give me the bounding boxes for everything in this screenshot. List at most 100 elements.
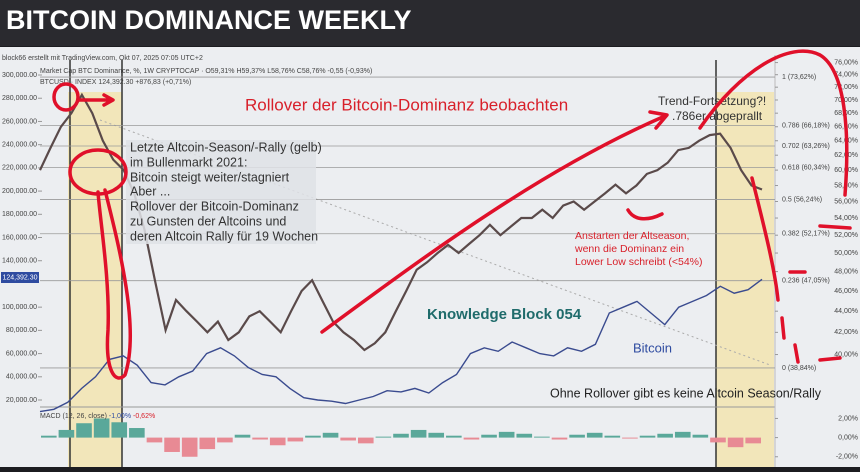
y2-tick-label: 70,00%	[834, 97, 858, 104]
macd-bar	[481, 434, 497, 438]
page-title: BITCOIN DOMINANCE WEEKLY	[6, 5, 412, 35]
annotation: Aber ...	[130, 184, 170, 198]
macd-bar	[674, 431, 691, 438]
macd-bar	[375, 436, 392, 438]
y2-tick-label: 54,00%	[834, 215, 858, 222]
underline	[626, 208, 664, 221]
annotation: Rollover der Bitcoin-Dominanz	[130, 199, 299, 213]
macd-bar	[410, 429, 427, 438]
annotation: Letzte Altcoin-Season/-Rally (gelb)	[130, 140, 322, 154]
y-tick-label: 200,000.00	[2, 188, 37, 195]
macd-bar	[516, 433, 533, 438]
y2-tick-label: 40,00%	[834, 351, 858, 358]
annotation: Knowledge Block 054	[427, 306, 582, 323]
fib-label: 0.702 (63,26%)	[782, 143, 830, 150]
y-tick-label: 140,000.00	[2, 258, 37, 265]
macd-tick-label: -2,00%	[836, 454, 858, 461]
arrow	[698, 49, 849, 197]
macd-bar	[322, 432, 339, 438]
macd-bar	[446, 435, 462, 438]
macd-bar	[586, 432, 603, 438]
annotation: Lower Low schreibt (<54%)	[575, 256, 703, 268]
annotation: Rollover der Bitcoin-Dominanz beobachten	[245, 95, 568, 114]
circle	[52, 82, 80, 112]
legend-series: Market Cap BTC Dominance, %, 1W	[40, 68, 154, 75]
macd-bar	[199, 437, 216, 450]
macd-bar	[305, 435, 321, 438]
macd-bar	[657, 433, 673, 438]
macd-bar	[727, 437, 744, 448]
y2-tick-label: 46,00%	[834, 288, 858, 295]
macd-bar	[692, 434, 709, 438]
trend-line	[99, 119, 771, 366]
annotation: .786er abgeprallt	[672, 109, 763, 123]
y-tick-label: 260,000.00	[2, 118, 37, 125]
annotation: Bitcoin steigt weiter/stagniert	[130, 170, 290, 184]
fib-label: 0.382 (52,17%)	[782, 231, 830, 238]
macd-bar	[745, 437, 761, 444]
annotation: im Bullenmarkt 2021:	[130, 155, 247, 169]
macd-readout: -0,62%	[133, 413, 155, 420]
y-tick-label: 100,000.00	[2, 304, 37, 311]
y-tick-label: 80,000.00	[6, 327, 37, 334]
macd-bar	[234, 434, 251, 438]
macd-bar	[93, 418, 110, 438]
macd-bar	[111, 422, 128, 438]
annotation: Anstarten der Altseason,	[575, 230, 689, 242]
macd-bar	[269, 437, 286, 446]
y-tick-label: 160,000.00	[2, 234, 37, 241]
fib-label: 0.618 (60,34%)	[782, 164, 830, 171]
y2-tick-label: 72,00%	[834, 84, 858, 91]
fib-label: 0.5 (56,24%)	[782, 196, 822, 203]
macd-tick-label: 2,00%	[838, 415, 858, 422]
y-tick-label: 300,000.00	[2, 72, 37, 79]
annotation: zu Gunsten der Altcoins und	[130, 214, 286, 228]
macd-bar	[357, 437, 374, 444]
y-tick-label: 220,000.00	[2, 165, 37, 172]
annotation: deren Altcoin Rally für 19 Wochen	[130, 229, 318, 243]
y-tick-label: 60,000.00	[6, 350, 37, 357]
macd-bar	[710, 437, 726, 443]
macd-bar	[534, 436, 550, 438]
macd-bar	[181, 437, 198, 457]
macd-bar	[428, 432, 445, 438]
macd-title: MACD (12, 26, close)	[40, 413, 107, 420]
note-bg	[126, 140, 316, 244]
header-bg	[0, 0, 860, 46]
dashes	[750, 176, 852, 364]
price-tag-bg	[1, 272, 39, 283]
macd-bar	[76, 423, 92, 438]
legend-ohlc: CRYPTOCAP · O59,31% H59,37% L58,76% C58,…	[156, 68, 372, 75]
macd-bar	[58, 429, 75, 438]
series-line	[39, 278, 763, 413]
macd-readout: -1,00%	[109, 413, 131, 420]
macd-bar	[498, 431, 515, 438]
macd-bar	[463, 437, 480, 440]
series-label: Bitcoin	[633, 340, 672, 355]
macd-bar	[129, 428, 145, 438]
arrow	[320, 110, 669, 334]
macd-label: MACD (12, 26, close) -1,00% -0,62%	[40, 413, 155, 420]
annotation: Trend-Fortsetzung?!	[658, 94, 766, 108]
macd-bar	[252, 437, 268, 440]
y2-tick-label: 50,00%	[834, 250, 858, 257]
y2-tick-label: 52,00%	[834, 232, 858, 239]
hand-drawing	[52, 49, 852, 380]
y2-tick-label: 74,00%	[834, 72, 858, 79]
annotation: Ohne Rollover gibt es keine Altcoin Seas…	[550, 386, 822, 400]
y2-tick-label: 76,00%	[834, 59, 858, 66]
fib-label: 1 (73,62%)	[782, 74, 816, 81]
ticker-line: BTCUSD · INDEX 124,392.30 +876,83 (+0,71…	[40, 79, 191, 86]
y2-tick-label: 56,00%	[834, 198, 858, 205]
macd-bar	[551, 437, 568, 440]
annotation: wenn die Dominanz ein	[574, 243, 684, 255]
macd-bar	[340, 437, 356, 441]
credit: block66 erstellt mit TradingView.com, Ok…	[2, 55, 203, 62]
macd-bar	[287, 437, 304, 442]
fib-label: 0 (38,84%)	[782, 365, 816, 372]
y2-tick-label: 44,00%	[834, 308, 858, 315]
y-tick-label: 240,000.00	[2, 142, 37, 149]
macd-bar	[639, 435, 656, 438]
